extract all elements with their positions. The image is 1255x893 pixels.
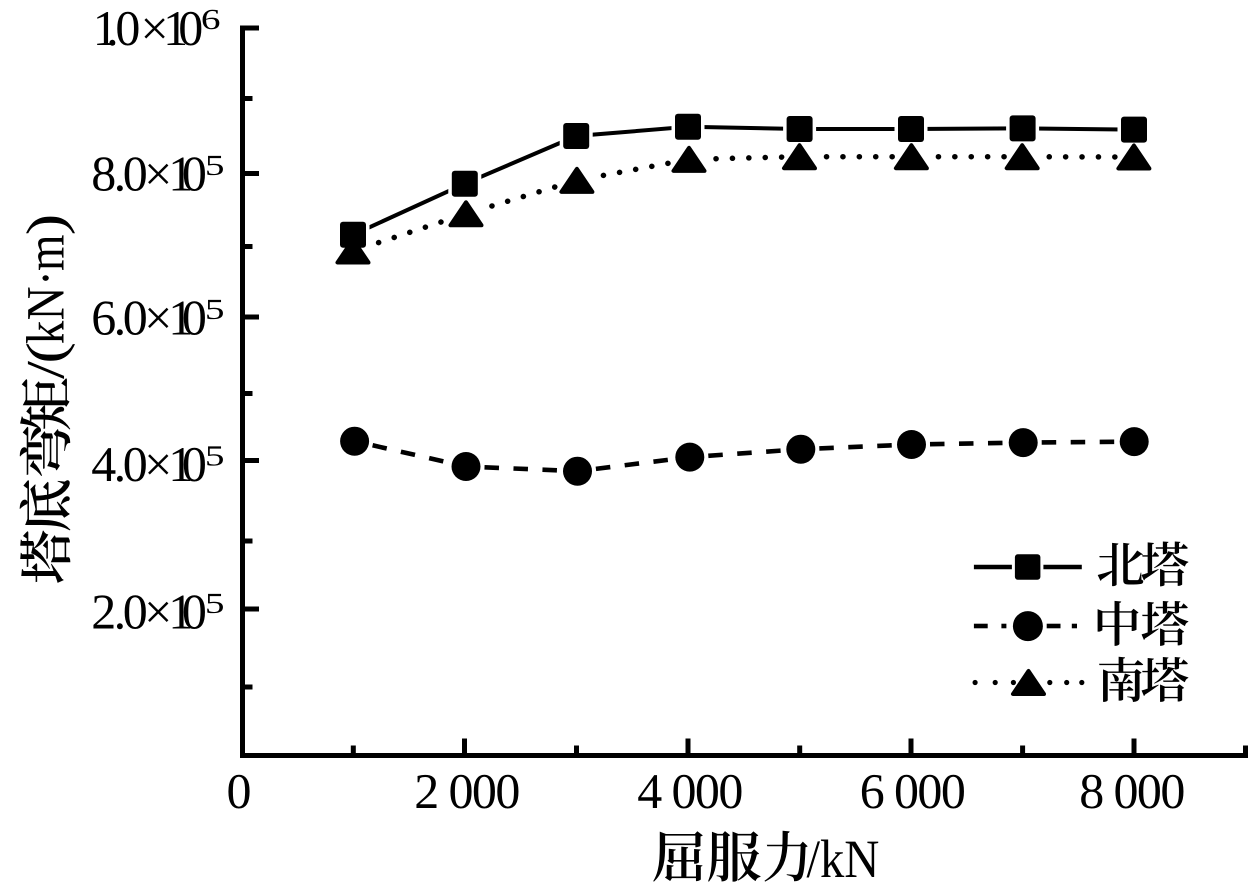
svg-text:4: 4 (91, 436, 116, 492)
svg-text:/kN: /kN (807, 829, 880, 889)
svg-text:×: × (141, 0, 169, 56)
svg-text:8 000: 8 000 (1079, 763, 1184, 819)
svg-text:0: 0 (115, 0, 140, 56)
svg-text:0: 0 (123, 436, 148, 492)
svg-text:0: 0 (123, 146, 148, 202)
svg-text:2 000: 2 000 (414, 763, 519, 819)
svg-text:×: × (144, 436, 172, 492)
svg-text:k: k (16, 321, 76, 344)
svg-text:6 000: 6 000 (860, 763, 965, 819)
svg-text:·: · (16, 270, 76, 286)
svg-text:0: 0 (182, 290, 207, 346)
svg-text:0: 0 (182, 584, 207, 640)
svg-text:0: 0 (123, 290, 148, 346)
svg-text:.: . (114, 584, 127, 640)
svg-text:2: 2 (91, 584, 116, 640)
svg-text:1: 1 (93, 0, 118, 56)
svg-text:.: . (106, 0, 119, 56)
svg-text:0: 0 (182, 146, 207, 202)
svg-text:(: ( (16, 342, 76, 364)
svg-text:1: 1 (168, 146, 193, 202)
svg-text:6: 6 (91, 290, 116, 346)
svg-text:.: . (114, 436, 127, 492)
svg-text:1: 1 (163, 0, 188, 56)
svg-text:.: . (114, 146, 127, 202)
svg-text:m: m (16, 234, 76, 271)
svg-text:0: 0 (182, 436, 207, 492)
svg-text:): ) (16, 214, 76, 236)
svg-text:/: / (16, 361, 76, 379)
svg-text:0: 0 (123, 584, 148, 640)
svg-text:8: 8 (91, 146, 116, 202)
svg-text:4 000: 4 000 (637, 763, 742, 819)
svg-text:×: × (144, 146, 172, 202)
svg-text:×: × (144, 584, 172, 640)
svg-text:1: 1 (168, 290, 193, 346)
svg-text:.: . (114, 290, 127, 346)
svg-text:N: N (16, 286, 76, 320)
svg-text:1: 1 (168, 436, 193, 492)
svg-text:0: 0 (227, 763, 252, 819)
svg-text:1: 1 (168, 584, 193, 640)
svg-text:×: × (144, 290, 172, 346)
svg-text:0: 0 (178, 0, 203, 56)
